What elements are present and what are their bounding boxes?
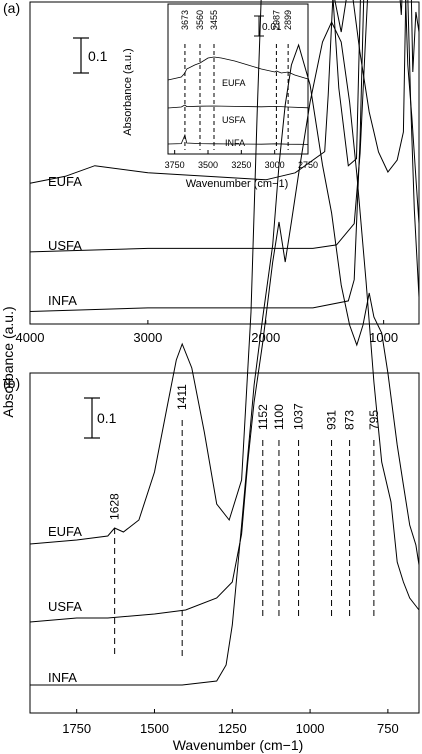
panel-b-x-axis-label: Wavenumber (cm−1) bbox=[173, 737, 304, 753]
panel-b-x-tick-label-1000: 1000 bbox=[296, 721, 325, 736]
inset-scale-bar: 0.01 bbox=[254, 15, 282, 37]
inset-peak-label-2987: 2987 bbox=[271, 10, 281, 30]
panel-a-series-label-usfa: USFA bbox=[48, 238, 82, 253]
inset-x-tick-label-2750: 2750 bbox=[298, 160, 318, 170]
panel-b-peak-label-873: 873 bbox=[343, 410, 357, 430]
inset-scale-bar-label: 0.01 bbox=[262, 22, 282, 33]
panel-b-peak-label-1100: 1100 bbox=[272, 404, 286, 430]
inset-x-axis-label: Wavenumber (cm−1) bbox=[186, 178, 289, 190]
panel-b-scale-bar: 0.1 bbox=[84, 397, 117, 439]
inset-x-tick-label-3250: 3250 bbox=[231, 160, 251, 170]
panel-a-series-eufa bbox=[29, 0, 361, 184]
panel-a: (a) 0.1 4000 3000 2000 1000 EUFA USFA INFA bbox=[3, 0, 420, 345]
panel-b-series-label-eufa: EUFA bbox=[48, 524, 82, 539]
panel-a-scale-bar-label: 0.1 bbox=[88, 48, 108, 64]
inset-series-usfa bbox=[167, 104, 309, 109]
panel-a-x-tick-label-4000: 4000 bbox=[16, 330, 45, 345]
inset-peak-label-2899: 2899 bbox=[283, 10, 293, 30]
panel-b-scale-bar-label: 0.1 bbox=[97, 410, 117, 426]
inset-series-eufa bbox=[167, 56, 309, 81]
inset-series-label-usfa: USFA bbox=[222, 115, 246, 125]
inset-y-axis-label: Absorbance (a.u.) bbox=[122, 48, 134, 135]
panel-b-x-tick-label-750: 750 bbox=[377, 721, 399, 736]
panel-b-peak-label-1152: 1152 bbox=[256, 404, 270, 430]
panel-b-series-label-infa: INFA bbox=[48, 670, 77, 685]
panel-b: (b) 0.1 Wavenumber (cm−1) 1750 1500 1250 10… bbox=[3, 0, 420, 753]
inset-series-label-infa: INFA bbox=[225, 138, 245, 148]
panel-b-x-tick-label-1750: 1750 bbox=[62, 721, 91, 736]
panel-b-series-eufa bbox=[29, 0, 420, 545]
panel-b-series-usfa bbox=[29, 20, 420, 623]
panel-b-peak-label-931: 931 bbox=[325, 410, 339, 430]
panel-b-peak-label-1628: 1628 bbox=[108, 493, 122, 520]
panel-a-frame bbox=[29, 1, 420, 325]
inset-x-tick-label-3750: 3750 bbox=[165, 160, 185, 170]
inset-frame bbox=[167, 3, 309, 155]
panel-a-scale-bar: 0.1 bbox=[73, 37, 108, 74]
panel-a-x-tick-label-3000: 3000 bbox=[133, 330, 162, 345]
inset-panel: Absorbance (a.u.) Wavenumber (cm−1) 0.01… bbox=[122, 3, 318, 190]
panel-b-peak-label-1411: 1411 bbox=[175, 384, 189, 410]
inset-series-label-eufa: EUFA bbox=[222, 78, 246, 88]
panel-b-frame bbox=[29, 372, 420, 714]
panel-b-peak-label-795: 795 bbox=[367, 410, 381, 430]
panel-b-letter: (b) bbox=[3, 375, 20, 391]
panel-a-series-label-eufa: EUFA bbox=[48, 174, 82, 189]
panel-b-series-infa bbox=[30, 43, 420, 686]
panel-a-letter: (a) bbox=[3, 0, 20, 16]
panel-b-series-label-usfa: USFA bbox=[48, 599, 82, 614]
inset-peak-label-3560: 3560 bbox=[195, 10, 205, 30]
panel-b-x-tick-label-1500: 1500 bbox=[140, 721, 169, 736]
inset-peak-label-3673: 3673 bbox=[180, 10, 190, 30]
panel-b-peak-label-1037: 1037 bbox=[292, 403, 306, 430]
inset-x-tick-label-3500: 3500 bbox=[198, 160, 218, 170]
panel-a-series-label-infa: INFA bbox=[48, 293, 77, 308]
panel-a-x-tick-label-2000: 2000 bbox=[251, 330, 280, 345]
inset-peak-label-3455: 3455 bbox=[209, 10, 219, 30]
panel-b-x-tick-label-1250: 1250 bbox=[218, 721, 247, 736]
shared-y-axis-label: Absorbance (a.u.) bbox=[0, 306, 16, 417]
panel-a-x-tick-label-1000: 1000 bbox=[369, 330, 398, 345]
inset-x-tick-label-3000: 3000 bbox=[265, 160, 285, 170]
panel-a-series-infa bbox=[29, 0, 420, 312]
panel-a-series-usfa bbox=[29, 0, 420, 253]
